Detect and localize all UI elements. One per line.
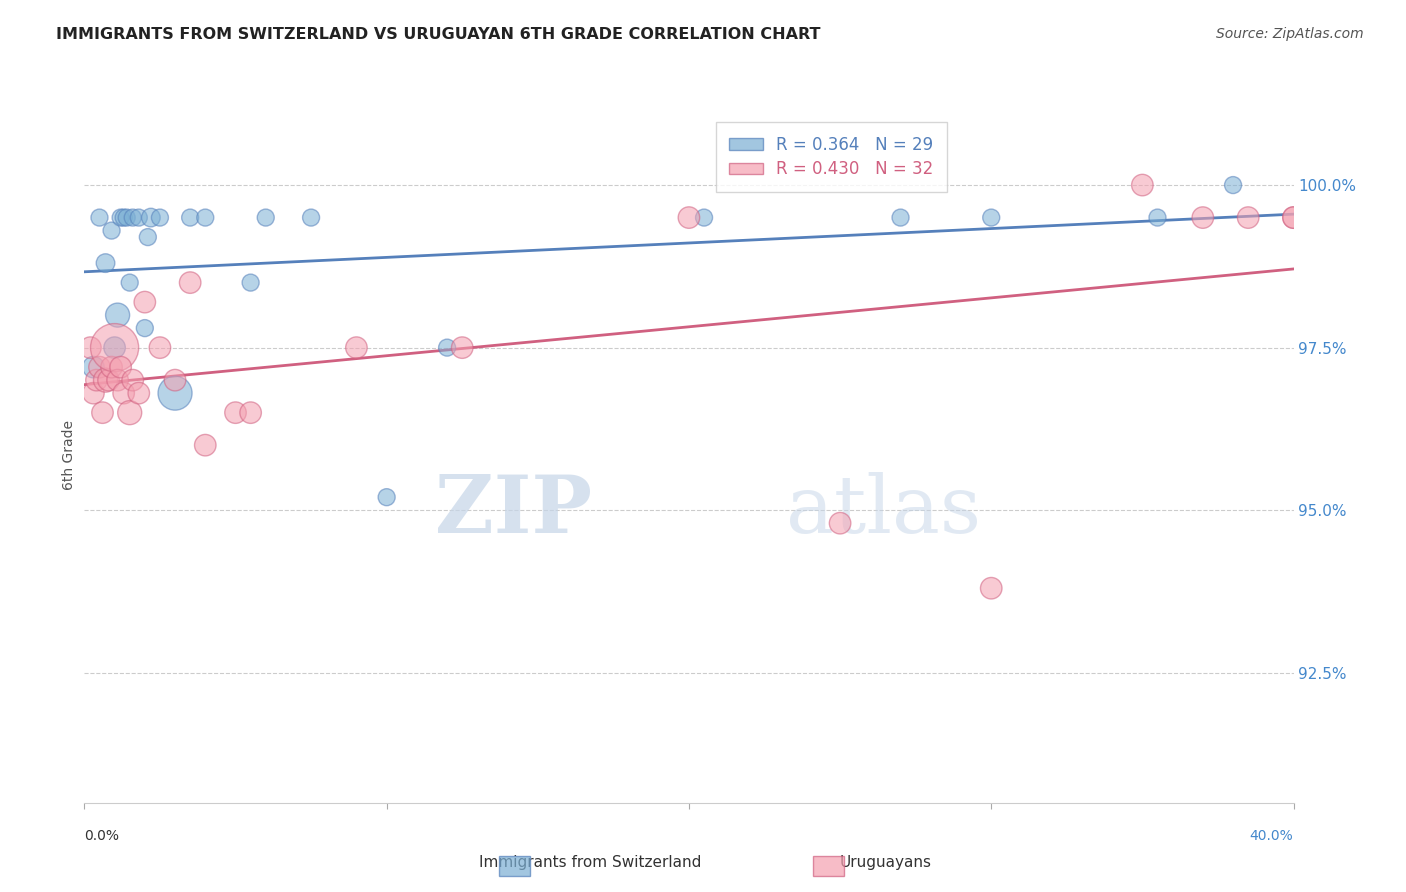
Text: Immigrants from Switzerland: Immigrants from Switzerland: [479, 855, 702, 870]
Point: [139, 211, 162, 225]
Text: Source: ZipAtlas.com: Source: ZipAtlas.com: [1216, 27, 1364, 41]
Point: [89, 211, 111, 225]
Point: [1130, 178, 1153, 192]
Point: [128, 386, 150, 401]
Text: ZIP: ZIP: [436, 472, 592, 549]
Point: [980, 211, 1002, 225]
Point: [89, 360, 111, 375]
Point: [121, 373, 143, 387]
Point: [165, 373, 187, 387]
Point: [107, 308, 129, 322]
Point: [165, 386, 187, 401]
Point: [118, 276, 141, 290]
Text: Uruguayans: Uruguayans: [839, 855, 932, 870]
Point: [149, 341, 172, 355]
Point: [346, 341, 368, 355]
Point: [82, 386, 104, 401]
Point: [693, 211, 716, 225]
Point: [1282, 211, 1305, 225]
Point: [134, 321, 156, 335]
Point: [91, 406, 114, 420]
Point: [149, 211, 172, 225]
Point: [112, 211, 135, 225]
Point: [678, 211, 700, 225]
Point: [79, 341, 101, 355]
Point: [86, 373, 108, 387]
Point: [104, 341, 127, 355]
Text: 40.0%: 40.0%: [1250, 829, 1294, 843]
Point: [890, 211, 912, 225]
Point: [94, 373, 117, 387]
Point: [136, 230, 159, 244]
Point: [118, 406, 141, 420]
Point: [239, 406, 262, 420]
Point: [980, 581, 1002, 595]
Y-axis label: 6th Grade: 6th Grade: [62, 420, 76, 490]
Point: [194, 438, 217, 452]
Point: [112, 386, 135, 401]
Point: [254, 211, 277, 225]
Point: [239, 276, 262, 290]
Point: [436, 341, 458, 355]
Point: [1192, 211, 1215, 225]
Text: 0.0%: 0.0%: [84, 829, 120, 843]
Point: [100, 224, 122, 238]
Point: [1146, 211, 1168, 225]
Point: [451, 341, 474, 355]
Point: [110, 211, 132, 225]
Point: [97, 373, 120, 387]
Point: [375, 490, 398, 504]
Point: [194, 211, 217, 225]
Legend: R = 0.364   N = 29, R = 0.430   N = 32: R = 0.364 N = 29, R = 0.430 N = 32: [716, 122, 946, 192]
Point: [121, 211, 143, 225]
Point: [107, 373, 129, 387]
Point: [299, 211, 322, 225]
Point: [225, 406, 247, 420]
Text: atlas: atlas: [786, 472, 981, 549]
Point: [100, 360, 122, 375]
Point: [179, 276, 201, 290]
Point: [1237, 211, 1260, 225]
Text: IMMIGRANTS FROM SWITZERLAND VS URUGUAYAN 6TH GRADE CORRELATION CHART: IMMIGRANTS FROM SWITZERLAND VS URUGUAYAN…: [56, 27, 821, 42]
Point: [104, 341, 127, 355]
Point: [94, 256, 117, 270]
Point: [1282, 211, 1305, 225]
Point: [115, 211, 138, 225]
Point: [110, 360, 132, 375]
Point: [134, 295, 156, 310]
Point: [830, 516, 852, 531]
Point: [179, 211, 201, 225]
Point: [82, 360, 104, 375]
Point: [128, 211, 150, 225]
Point: [1222, 178, 1244, 192]
